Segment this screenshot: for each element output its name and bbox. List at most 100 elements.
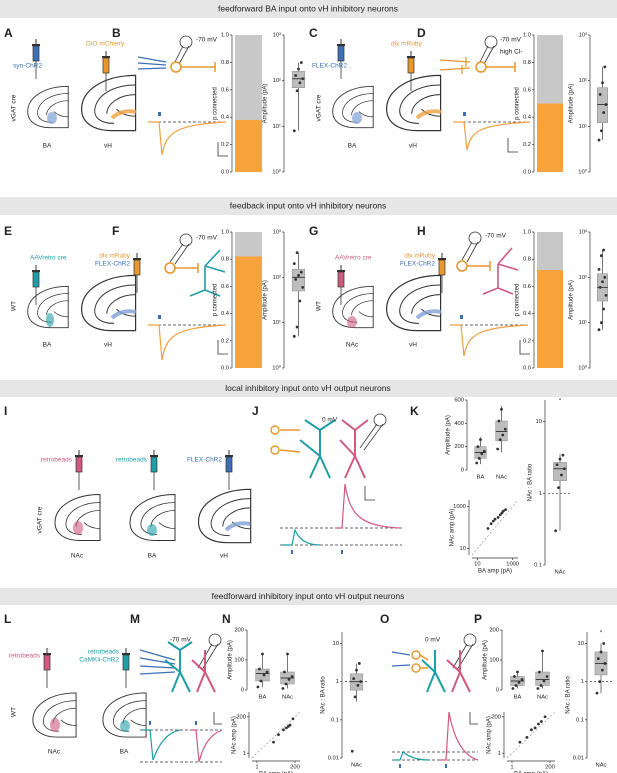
data-point <box>533 726 537 730</box>
y-tick-label: 200 <box>454 444 464 450</box>
data-point <box>602 642 606 645</box>
panel-label: vH <box>104 143 112 150</box>
box <box>291 269 306 292</box>
data-point <box>290 675 294 678</box>
data-point <box>359 680 363 684</box>
injection-site <box>415 109 442 120</box>
data-point <box>294 74 298 77</box>
x-tick-label: NAc <box>596 763 607 769</box>
y-axis-label: Amplitude (pA) <box>483 640 489 680</box>
data-point <box>288 723 292 727</box>
y-tick-label: 1 <box>243 751 246 757</box>
data-point <box>604 293 608 297</box>
panel-label: WT <box>316 301 323 311</box>
brain-section <box>80 274 137 332</box>
panel-label: -70 mV <box>500 37 522 44</box>
y-tick-label: 0.0 <box>523 170 531 176</box>
data-point <box>602 307 606 311</box>
illustrations <box>27 35 531 768</box>
bar <box>235 119 262 172</box>
panel-label: vH <box>104 342 112 349</box>
y-tick-label: 10² <box>579 275 587 281</box>
data-point <box>295 325 299 329</box>
data-point <box>525 735 529 739</box>
panel-label: vH <box>220 553 228 560</box>
panel-label: -70 mV <box>170 637 192 644</box>
y-tick-label: 1.0 <box>523 230 531 236</box>
data-point <box>298 81 302 85</box>
data-point <box>479 438 482 442</box>
panel-letter: P <box>474 612 482 626</box>
data-point <box>539 684 543 687</box>
panel-label: FLEX-ChR2 <box>400 261 435 268</box>
bar <box>537 103 563 172</box>
section-bar <box>0 197 617 215</box>
data-point <box>601 81 604 85</box>
panel-label: vGAT cre <box>37 506 44 533</box>
data-point <box>477 456 481 460</box>
circuit-schematic <box>148 233 228 361</box>
injection-site <box>73 521 83 535</box>
data-point <box>545 675 549 678</box>
identity-line <box>506 711 556 759</box>
x-tick-label: 1000 <box>506 562 519 568</box>
data-point <box>475 461 479 465</box>
circuit-schematic <box>139 633 223 763</box>
injection-site <box>352 112 362 124</box>
data-point <box>284 726 288 730</box>
syringe <box>31 38 41 80</box>
y-tick-label: 0.2 <box>523 338 531 344</box>
y-tick-label: 200 <box>234 628 244 634</box>
y-tick-label: 200 <box>491 714 501 720</box>
panel-label: NAc <box>48 749 61 756</box>
y-axis-label: NAc : BA ratio <box>321 676 327 714</box>
data-point <box>295 251 299 255</box>
panel-letter: N <box>222 612 231 626</box>
data-point <box>493 517 497 521</box>
y-tick-label: 0.1 <box>331 717 339 723</box>
data-point <box>601 280 604 284</box>
panel-letter: H <box>417 224 426 238</box>
y-axis-label: NAc amp (pA) <box>487 716 493 754</box>
bar <box>235 256 262 368</box>
data-point <box>603 65 607 69</box>
panel-letter: J <box>252 404 259 418</box>
y-tick-label: 0.0 <box>221 366 229 372</box>
data-point <box>301 285 305 289</box>
data-point <box>262 673 266 677</box>
box <box>535 671 550 686</box>
data-point <box>530 728 533 732</box>
data-point <box>297 274 300 277</box>
panel-label: vGAT cre <box>11 94 18 121</box>
data-point <box>560 473 563 477</box>
data-point <box>496 447 500 451</box>
panel-label: FLEX-ChR2 <box>95 261 130 268</box>
y-tick-label: 10² <box>273 275 281 281</box>
data-point <box>259 679 263 683</box>
y-axis-label: NAc amp (pA) <box>232 716 238 754</box>
panel-label: -70 mV <box>485 233 507 240</box>
data-point <box>292 334 296 338</box>
data-point <box>292 129 296 133</box>
x-tick-label: 1 <box>510 765 513 771</box>
x-tick-label: 200 <box>290 765 300 771</box>
data-point <box>500 407 503 411</box>
data-point <box>258 667 261 671</box>
data-point <box>299 270 303 274</box>
y-tick-label: 10² <box>579 78 587 84</box>
panel-label: BA <box>43 143 52 150</box>
section-title: feedforward BA input onto vH inhibitory … <box>218 3 398 13</box>
injection-site <box>147 524 157 536</box>
data-point <box>503 427 507 431</box>
y-tick-label: 0.8 <box>523 257 531 263</box>
y-axis-label: p connected <box>213 87 219 120</box>
data-point <box>256 685 260 689</box>
panel-letter: E <box>4 224 12 238</box>
data-point <box>603 275 607 279</box>
data-point <box>350 749 354 753</box>
syringe <box>224 449 234 491</box>
data-point <box>282 728 285 732</box>
data-point <box>353 695 357 699</box>
panel-letter: L <box>4 612 11 626</box>
